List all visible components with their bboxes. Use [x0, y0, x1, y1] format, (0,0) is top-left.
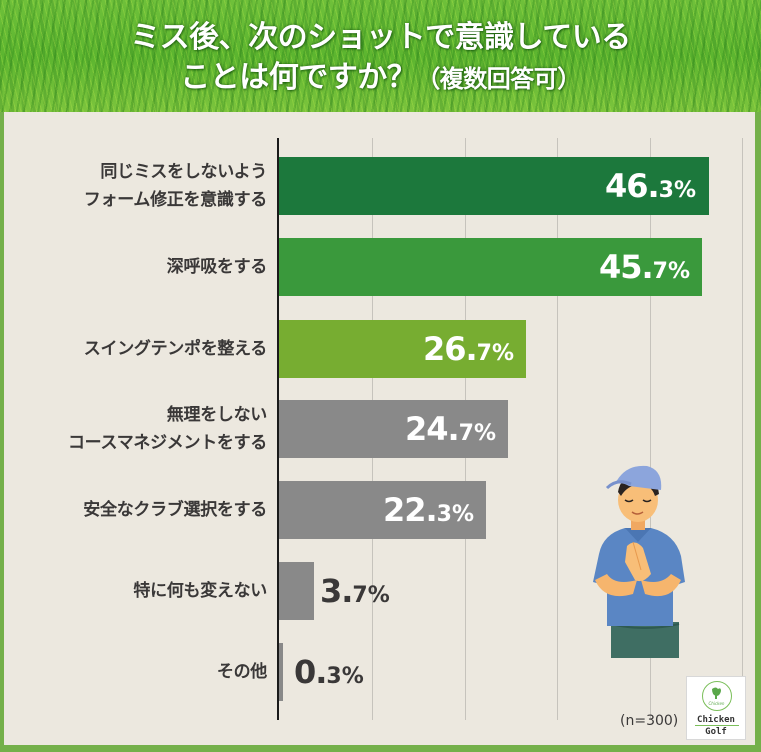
bar-value-4: 24.7% — [404, 410, 496, 448]
bar-label-7: その他 — [216, 662, 267, 682]
bar-label-2: 深呼吸をする — [166, 257, 268, 277]
bar-4 — [279, 400, 508, 458]
gridline-50 — [742, 138, 743, 678]
bar-3 — [279, 320, 526, 378]
bar-value-1: 46.3% — [604, 167, 696, 205]
chicken-icon: Chicken — [709, 687, 725, 706]
logo-divider — [695, 725, 739, 726]
bar-2 — [279, 238, 702, 296]
bar-1 — [279, 157, 709, 215]
bar-value-3: 26.7% — [422, 330, 514, 368]
gridline-40 — [650, 138, 651, 720]
svg-text:Chicken: Chicken — [709, 701, 725, 706]
logo-emblem-icon: Chicken — [702, 681, 732, 711]
bar-value-5: 22.3% — [382, 491, 474, 529]
bar-value-2: 45.7% — [598, 248, 690, 286]
title-note: （複数回答可） — [416, 65, 581, 93]
chicken-golf-logo: Chicken Chicken Golf — [686, 676, 746, 740]
bar-label-4: 無理をしない コースマネジメントをする — [67, 405, 267, 453]
y-axis — [277, 138, 279, 720]
grass-header: ミス後、次のショットで意識している ことは何ですか？（複数回答可） — [0, 0, 761, 112]
title-line-1: ミス後、次のショットで意識している — [130, 20, 631, 55]
bar-7 — [279, 643, 283, 701]
golfer-illustration — [593, 465, 685, 658]
bar-value-7: 0.3% — [294, 653, 364, 691]
bar-value-6: 3.7% — [320, 572, 390, 610]
gridline-30 — [557, 138, 558, 720]
chart-title: ミス後、次のショットで意識している ことは何ですか？（複数回答可） — [0, 18, 761, 99]
bar-label-1: 同じミスをしないよう フォーム修正を意識する — [83, 162, 268, 210]
bar-label-3: スイングテンポを整える — [83, 339, 268, 359]
bar-6 — [279, 562, 314, 620]
bar-label-5: 安全なクラブ選択をする — [83, 500, 267, 520]
sample-size-note: (n=300) — [620, 713, 679, 729]
title-line-2: ことは何ですか？（複数回答可） — [180, 60, 581, 95]
bar-5 — [279, 481, 486, 539]
bar-label-6: 特に何も変えない — [133, 581, 267, 601]
